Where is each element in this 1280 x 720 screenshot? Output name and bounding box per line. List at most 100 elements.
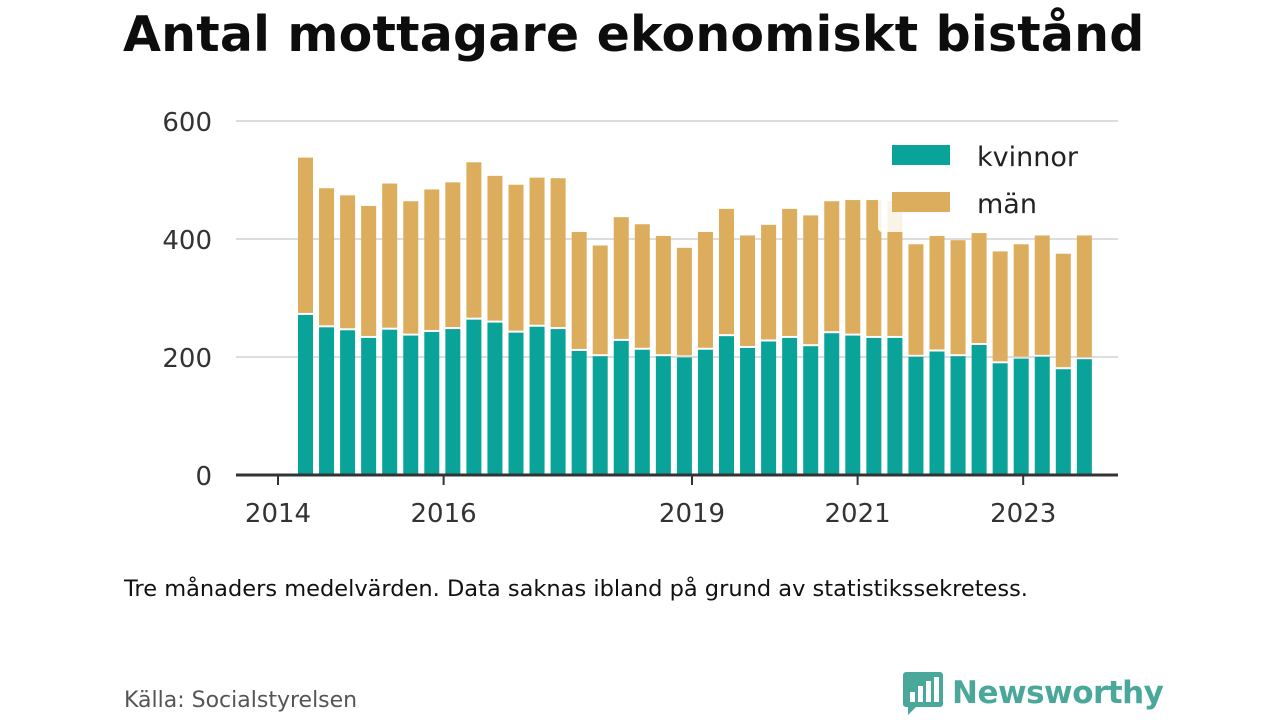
bar-stack [445,182,461,475]
bar-kvinnor [950,356,966,475]
bar-kvinnor [571,350,587,475]
bar-man [382,183,398,328]
bar-kvinnor [634,349,650,475]
bar-kvinnor [908,356,924,475]
bar-kvinnor [887,337,903,475]
bar-kvinnor [298,314,313,475]
legend-label: män [977,189,1037,220]
bar-kvinnor [866,337,882,475]
bar-stack [803,215,819,475]
bar-kvinnor [740,347,756,475]
bar-kvinnor [508,332,524,475]
y-tick-label: 0 [195,462,212,492]
bar-kvinnor [445,329,461,475]
bar-kvinnor [550,329,566,475]
bar-man [1055,253,1071,368]
bar-kvinnor [697,349,713,475]
legend-swatch [892,192,950,212]
brand-name: Newsworthy [952,675,1164,711]
bar-man [719,208,734,335]
bar-man [445,182,461,328]
bar-stack [319,188,335,475]
bar-stack [887,201,903,475]
y-tick-label: 600 [162,108,212,138]
bar-stack [1013,244,1029,475]
bar-man [1013,244,1029,357]
x-axis: 2014 2016 2019 2021 2023 [236,473,1118,529]
bar-stack [992,251,1008,475]
bar-man [950,240,966,355]
bar-kvinnor [613,340,629,475]
bar-stack [424,189,440,475]
bar-man [571,231,587,349]
bar-stack [508,184,524,475]
bar-man [298,157,313,313]
bar-man [1076,235,1092,358]
bar-stack [929,236,945,475]
bar-kvinnor [992,363,1008,475]
bar-stack [1055,253,1071,475]
bar-man [340,195,356,329]
bar-stack [655,236,671,475]
y-tick-label: 400 [162,226,212,256]
bar-stack [740,235,756,475]
bar-man [361,205,377,336]
newsworthy-logo-icon [903,672,943,715]
x-tick-label: 2019 [659,499,725,529]
bar-man [866,200,882,336]
bar-man [782,208,798,336]
bar-kvinnor [803,346,819,475]
bar-kvinnor [592,356,608,475]
bar-stack [613,217,629,475]
bar-kvinnor [382,329,398,475]
bar-kvinnor [845,335,861,475]
footnote: Tre månaders medelvärden. Data saknas ib… [124,576,1028,602]
bar-stack [550,178,566,475]
bar-stack [340,195,356,475]
x-tick-label: 2023 [990,499,1056,529]
bar-man [613,217,629,339]
chart-title: Antal mottagare ekonomiskt bistånd [123,6,1145,63]
bar-man [887,201,903,336]
bar-kvinnor [361,337,377,475]
bar-stack [1034,235,1050,475]
bar-stack [403,201,419,475]
bar-man [992,251,1008,362]
bar-man [908,244,924,355]
bar-kvinnor [487,322,503,475]
bar-kvinnor [424,332,440,475]
bar-man [319,188,335,326]
bar-stack [971,233,987,475]
bar-stack [571,231,587,475]
bar-stack [697,231,713,475]
bar-man [466,162,482,318]
bar-man [424,189,440,331]
bar-man [508,184,524,331]
bar-man [487,175,503,321]
bar-stack [529,177,545,475]
y-tick-label: 200 [162,344,212,374]
bar-stack [782,208,798,475]
bar-kvinnor [929,351,945,475]
bar-kvinnor [1076,359,1092,475]
bar-man [676,247,692,356]
bar-kvinnor [1055,369,1071,475]
bar-kvinnor [1034,356,1050,475]
bar-man [697,231,713,348]
bar-man [761,224,777,340]
bar-kvinnor [319,327,335,475]
bar-stack [719,208,734,475]
bars [298,157,1092,475]
stacked-bar-chart: 0 200 400 600 2014 2016 2019 2021 2023 kvinnor m… [162,108,1118,529]
bar-stack [676,247,692,475]
bar-kvinnor [824,333,840,475]
bar-stack [361,205,377,475]
bar-man [634,224,650,348]
source-text: Källa: Socialstyrelsen [124,688,358,713]
bar-stack [845,200,861,475]
x-tick-label: 2014 [245,499,311,529]
bar-man [550,178,566,328]
bar-man [1034,235,1050,355]
x-tick-label: 2016 [411,499,477,529]
bar-kvinnor [761,341,777,475]
